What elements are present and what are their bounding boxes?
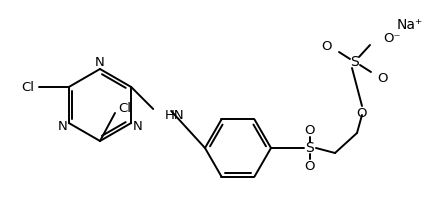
Text: O: O <box>356 107 366 120</box>
Text: O: O <box>304 160 315 172</box>
Text: Cl: Cl <box>118 102 131 114</box>
Text: S: S <box>305 141 314 155</box>
Text: O: O <box>321 39 332 52</box>
Text: N: N <box>58 120 67 133</box>
Text: S: S <box>350 55 358 69</box>
Text: O: O <box>377 71 388 85</box>
Text: Na⁺: Na⁺ <box>396 18 422 32</box>
Text: O⁻: O⁻ <box>382 31 400 45</box>
Text: Cl: Cl <box>21 81 34 93</box>
Text: N: N <box>95 55 105 69</box>
Text: N: N <box>132 120 142 133</box>
Text: O: O <box>304 124 315 136</box>
Text: HN: HN <box>165 109 184 122</box>
